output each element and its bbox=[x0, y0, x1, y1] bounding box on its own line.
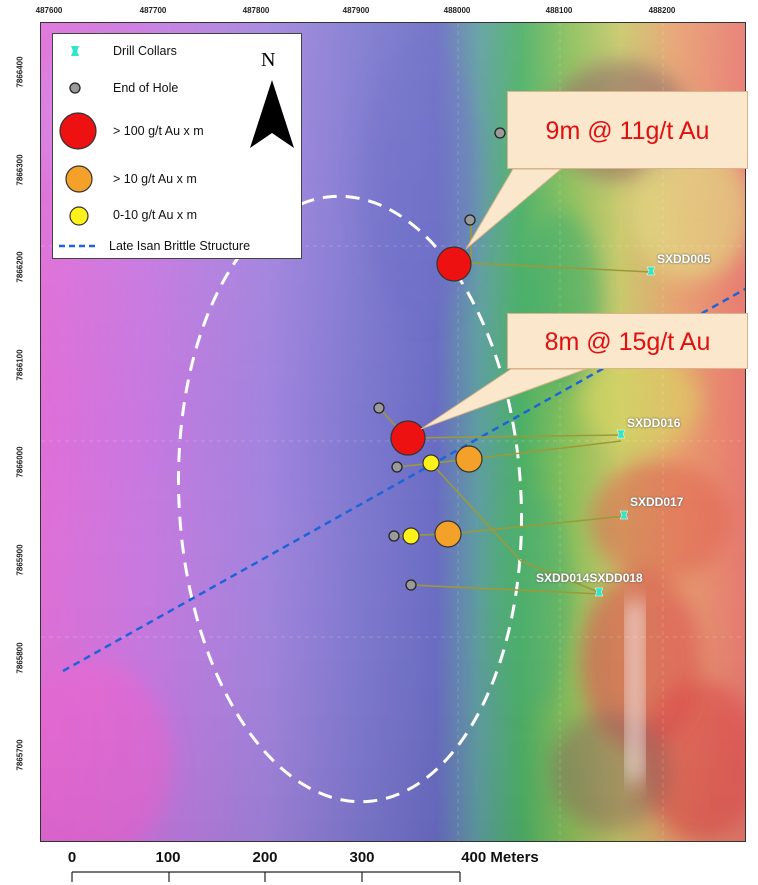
top-tick: 488100 bbox=[545, 6, 573, 15]
north-letter: N bbox=[261, 49, 276, 71]
end-of-hole-icon bbox=[388, 530, 400, 542]
callout-text: 9m @ 11g/t Au bbox=[545, 117, 710, 145]
legend-item: Drill Collars bbox=[113, 41, 177, 61]
orange-circle-icon bbox=[455, 445, 483, 473]
left-tick: 7865900 bbox=[15, 544, 25, 576]
map-legend: Drill Collars End of Hole > 100 g/t Au x… bbox=[52, 33, 302, 259]
callout-pointer bbox=[465, 168, 563, 250]
drill-collar-icon bbox=[594, 587, 604, 597]
yellow-circle-icon bbox=[422, 454, 440, 472]
legend-label: Drill Collars bbox=[113, 44, 177, 58]
end-of-hole-icon bbox=[494, 127, 506, 139]
scale-label: 200 bbox=[252, 849, 278, 866]
left-tick: 7865700 bbox=[15, 739, 25, 771]
orange-circle-icon bbox=[434, 520, 462, 548]
drill-collar-icon bbox=[646, 266, 656, 276]
left-tick: 7866100 bbox=[15, 349, 25, 381]
yellow-circle-icon bbox=[69, 206, 89, 226]
intercept-callout: 9m @ 11g/t Au bbox=[507, 91, 748, 169]
left-tick: 7866000 bbox=[15, 446, 25, 478]
left-tick: 7865800 bbox=[15, 642, 25, 674]
top-tick: 487900 bbox=[342, 6, 370, 15]
legend-item: > 10 g/t Au x m bbox=[113, 169, 197, 189]
scale-label: 400 Meters bbox=[461, 849, 539, 866]
orange-circle-icon bbox=[65, 165, 93, 193]
drill-collar-icon bbox=[71, 46, 79, 56]
legend-item: 0-10 g/t Au x m bbox=[113, 205, 197, 225]
red-circle-icon bbox=[390, 420, 426, 456]
legend-label: 0-10 g/t Au x m bbox=[113, 208, 198, 222]
end-of-hole-icon bbox=[464, 214, 476, 226]
left-tick: 7866400 bbox=[15, 56, 25, 88]
intercept-callout: 8m @ 15g/t Au bbox=[507, 313, 748, 369]
drill-collars bbox=[594, 266, 656, 597]
legend-label: End of Hole bbox=[113, 81, 179, 95]
end-of-hole-icon bbox=[69, 82, 81, 94]
red-circle-icon bbox=[436, 246, 472, 282]
dashed-line-icon bbox=[59, 244, 99, 248]
drill-hole-label: SXDD016 bbox=[627, 416, 681, 430]
top-tick: 487800 bbox=[242, 6, 270, 15]
top-axis: 487600 487700 487800 487900 488000 48810… bbox=[0, 0, 758, 22]
legend-label: > 100 g/t Au x m bbox=[113, 124, 204, 138]
legend-item: End of Hole bbox=[113, 78, 178, 98]
top-tick: 487600 bbox=[35, 6, 63, 15]
top-tick: 487700 bbox=[139, 6, 167, 15]
end-of-hole-icon bbox=[373, 402, 385, 414]
end-of-hole-icon bbox=[405, 579, 417, 591]
legend-item: > 100 g/t Au x m bbox=[113, 121, 204, 141]
drill-collar-icon bbox=[616, 429, 626, 439]
high-anomaly-streak bbox=[626, 601, 644, 781]
drill-collar-icon bbox=[619, 510, 629, 520]
end-of-hole-markers bbox=[373, 127, 506, 591]
left-tick: 7866200 bbox=[15, 251, 25, 283]
legend-label: Late Isan Brittle Structure bbox=[109, 239, 251, 253]
scale-bar bbox=[71, 871, 461, 882]
drill-hole-label: SXDD017 bbox=[630, 495, 684, 509]
drill-hole-label: SXDD005 bbox=[657, 252, 711, 266]
top-tick: 488000 bbox=[443, 6, 471, 15]
legend-item: Late Isan Brittle Structure bbox=[109, 236, 250, 256]
scale-label: 0 bbox=[67, 849, 77, 866]
top-tick: 488200 bbox=[648, 6, 676, 15]
legend-label: > 10 g/t Au x m bbox=[113, 172, 197, 186]
left-axis: 7866400 7866300 7866200 7866100 7866000 … bbox=[0, 22, 40, 842]
callout-text: 8m @ 15g/t Au bbox=[544, 328, 711, 356]
scale-label: 300 bbox=[349, 849, 375, 866]
callout-pointer bbox=[420, 368, 587, 430]
yellow-circle-icon bbox=[402, 527, 420, 545]
drill-hole-label: SXDD014SXDD018 bbox=[536, 571, 643, 585]
left-tick: 7866300 bbox=[15, 154, 25, 186]
red-circle-icon bbox=[59, 112, 97, 150]
north-arrow-icon bbox=[250, 80, 294, 148]
intercept-markers bbox=[390, 246, 483, 548]
scale-label: 100 bbox=[155, 849, 181, 866]
end-of-hole-icon bbox=[391, 461, 403, 473]
